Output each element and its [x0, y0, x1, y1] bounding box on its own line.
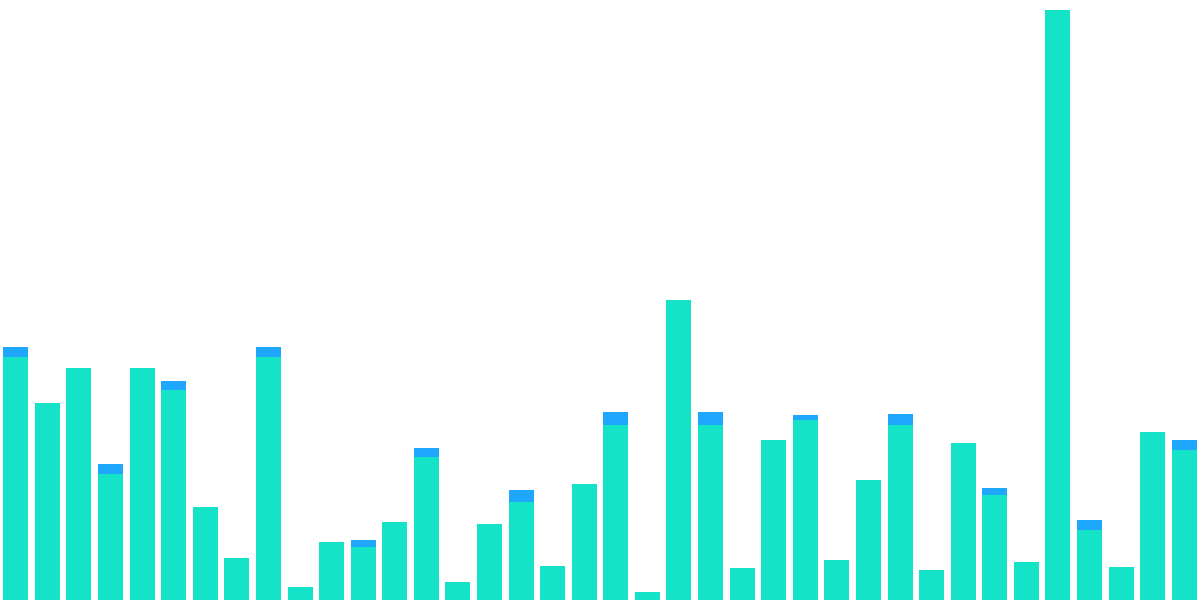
bar-5 — [161, 0, 186, 600]
bar-26-front — [824, 560, 849, 600]
bar-32-front — [1014, 562, 1039, 600]
bar-33-front — [1045, 10, 1070, 600]
bar-2-front — [66, 368, 91, 600]
bar-23-front — [730, 568, 755, 600]
bar-36-front — [1140, 432, 1165, 600]
bar-9-front — [288, 587, 313, 600]
bar-10-front — [319, 542, 344, 600]
bar-34 — [1077, 0, 1102, 600]
bar-32 — [1014, 0, 1039, 600]
bar-15-front — [477, 524, 502, 600]
bar-14-front — [445, 582, 470, 600]
bar-20 — [635, 0, 660, 600]
bar-0-front — [3, 357, 28, 600]
bar-11 — [351, 0, 376, 600]
bar-13-front — [414, 457, 439, 600]
bar-8 — [256, 0, 281, 600]
bar-30-front — [951, 443, 976, 600]
bar-19 — [603, 0, 628, 600]
bar-24 — [761, 0, 786, 600]
bar-29 — [919, 0, 944, 600]
bar-37 — [1172, 0, 1197, 600]
bar-21-front — [666, 300, 691, 600]
bar-1-front — [35, 403, 60, 600]
bar-7 — [224, 0, 249, 600]
bar-31-front — [982, 495, 1007, 600]
bar-8-front — [256, 357, 281, 600]
bar-2 — [66, 0, 91, 600]
bar-12-front — [382, 522, 407, 600]
bar-22-front — [698, 425, 723, 600]
bar-1 — [35, 0, 60, 600]
stacked-bar-chart — [0, 0, 1200, 600]
bar-14 — [445, 0, 470, 600]
bar-4-front — [130, 368, 155, 600]
bar-33 — [1045, 0, 1070, 600]
bar-25 — [793, 0, 818, 600]
bar-17 — [540, 0, 565, 600]
bar-31 — [982, 0, 1007, 600]
bar-16-front — [509, 502, 534, 600]
bar-20-front — [635, 592, 660, 600]
bar-37-front — [1172, 450, 1197, 600]
bar-29-front — [919, 570, 944, 600]
bar-7-front — [224, 558, 249, 600]
bar-30 — [951, 0, 976, 600]
bar-10 — [319, 0, 344, 600]
bar-16 — [509, 0, 534, 600]
bar-15 — [477, 0, 502, 600]
bar-28-front — [888, 425, 913, 600]
bar-12 — [382, 0, 407, 600]
bar-27-front — [856, 480, 881, 600]
bar-27 — [856, 0, 881, 600]
bar-21 — [666, 0, 691, 600]
bar-36 — [1140, 0, 1165, 600]
bar-34-front — [1077, 530, 1102, 600]
bar-19-front — [603, 425, 628, 600]
bar-4 — [130, 0, 155, 600]
bar-28 — [888, 0, 913, 600]
bar-18 — [572, 0, 597, 600]
bar-17-front — [540, 566, 565, 600]
bar-26 — [824, 0, 849, 600]
bar-22 — [698, 0, 723, 600]
bar-3-front — [98, 474, 123, 600]
bar-24-front — [761, 440, 786, 600]
bar-5-front — [161, 390, 186, 600]
bar-35-front — [1109, 567, 1134, 600]
bar-13 — [414, 0, 439, 600]
bar-9 — [288, 0, 313, 600]
bar-6 — [193, 0, 218, 600]
bar-6-front — [193, 507, 218, 600]
bar-18-front — [572, 484, 597, 600]
bar-25-front — [793, 420, 818, 600]
bar-11-front — [351, 547, 376, 600]
bar-3 — [98, 0, 123, 600]
bar-35 — [1109, 0, 1134, 600]
bar-23 — [730, 0, 755, 600]
bar-0 — [3, 0, 28, 600]
